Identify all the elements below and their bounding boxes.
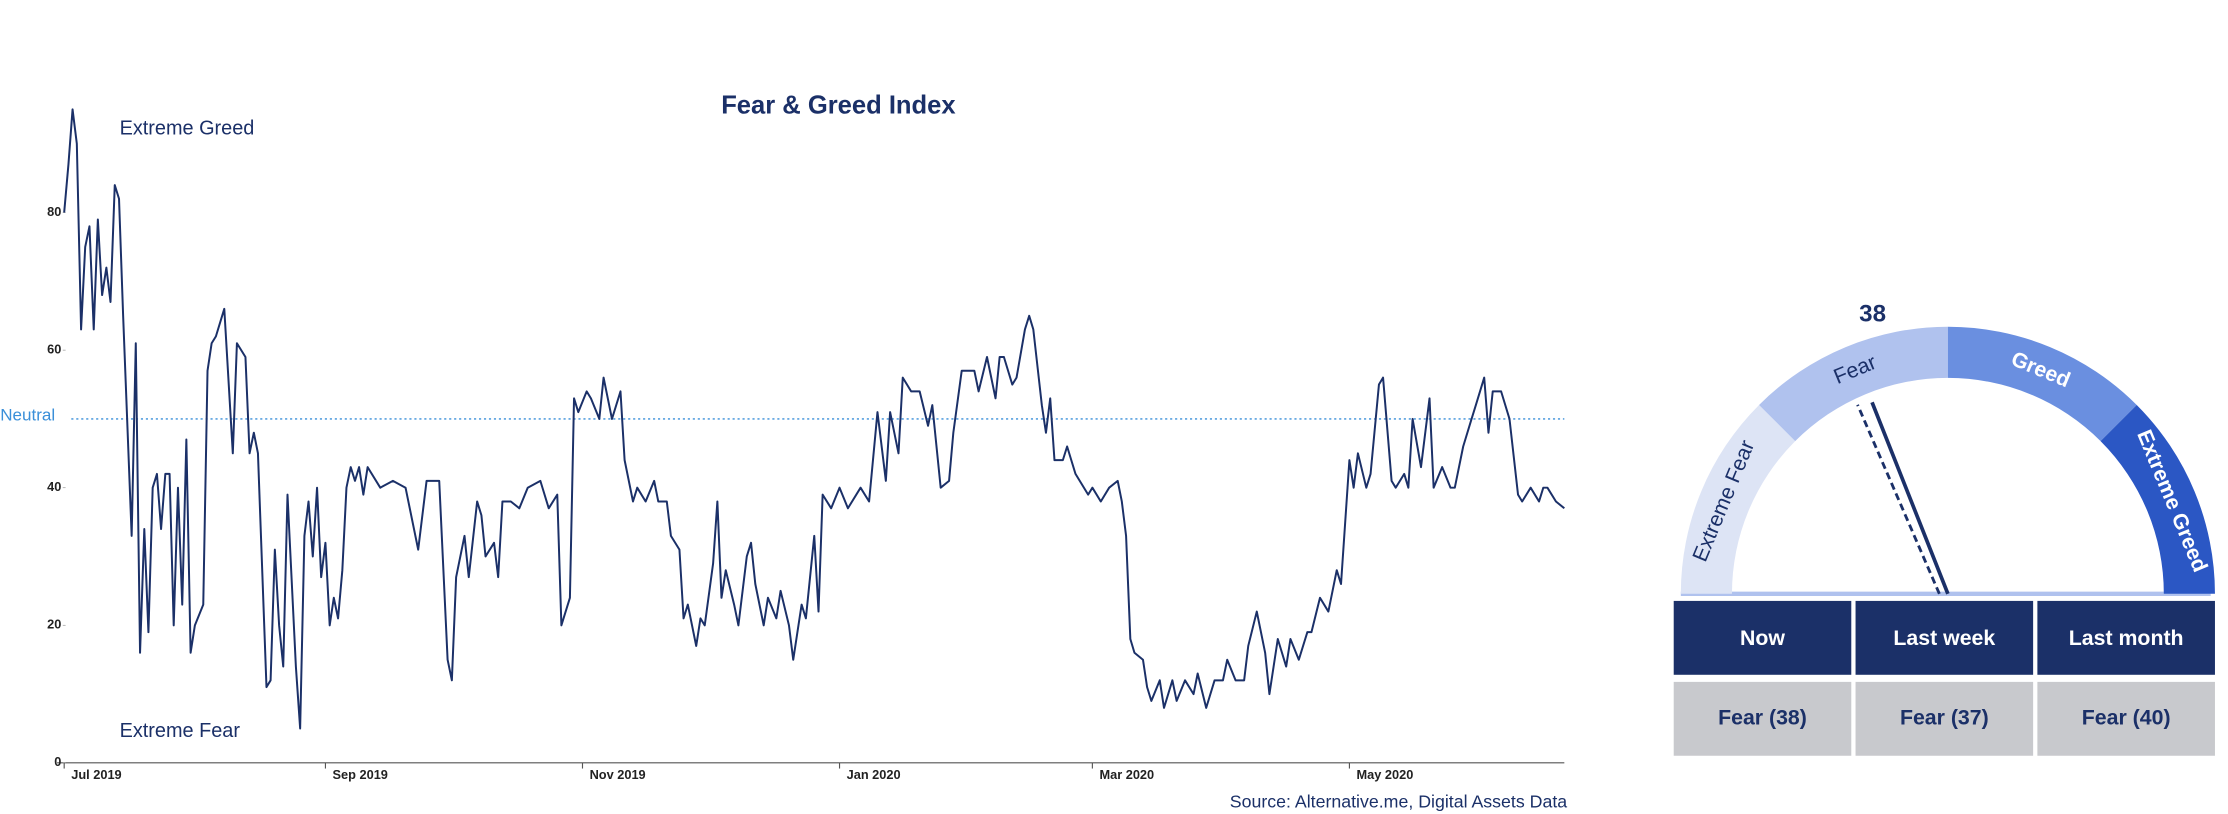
header-text: Last week <box>1893 626 1995 650</box>
header-text: Now <box>1740 626 1785 650</box>
chart-title: Fear & Greed Index <box>721 91 956 119</box>
y-tick-label: 60 <box>47 342 61 357</box>
value-cell <box>1855 681 2034 756</box>
y-tick-label: 80 <box>47 204 61 219</box>
gauge-segment <box>1947 326 2137 442</box>
neutral-label: Neutral <box>0 406 55 425</box>
header-cell <box>1855 600 2034 675</box>
value-text: Fear (40) <box>2082 705 2171 729</box>
y-tick-label: 0 <box>54 754 61 769</box>
value-text: Fear (37) <box>1900 705 1989 729</box>
gauge-segment <box>1759 326 1948 442</box>
gauge-segment <box>2100 404 2215 594</box>
source: Source: Alternative.me, Digital Assets D… <box>1230 791 1568 811</box>
y-tick-label: 20 <box>47 617 61 632</box>
header-text: Last month <box>2069 626 2184 650</box>
x-tick-label: Nov 2019 <box>590 767 646 782</box>
x-tick-label: May 2020 <box>1357 767 1414 782</box>
header-cell <box>1673 600 1852 675</box>
value-cell <box>2037 681 2215 756</box>
x-tick-label: Jan 2020 <box>847 767 901 782</box>
x-tick-label: Jul 2019 <box>71 767 121 782</box>
value-text: Fear (38) <box>1718 705 1807 729</box>
needle <box>1870 401 1950 595</box>
x-tick-label: Sep 2019 <box>333 767 388 782</box>
gauge-value: 38 <box>1859 301 1886 328</box>
y-tick-label: 40 <box>47 479 61 494</box>
x-tick-label: Mar 2020 <box>1099 767 1154 782</box>
value-cell <box>1673 681 1852 756</box>
needle-previous <box>1856 404 1941 595</box>
header-cell <box>2037 600 2215 675</box>
index-line <box>63 108 1565 730</box>
annotation: Extreme Fear <box>120 720 241 742</box>
annotation: Extreme Greed <box>120 118 255 140</box>
gauge-segment <box>1680 404 1796 594</box>
